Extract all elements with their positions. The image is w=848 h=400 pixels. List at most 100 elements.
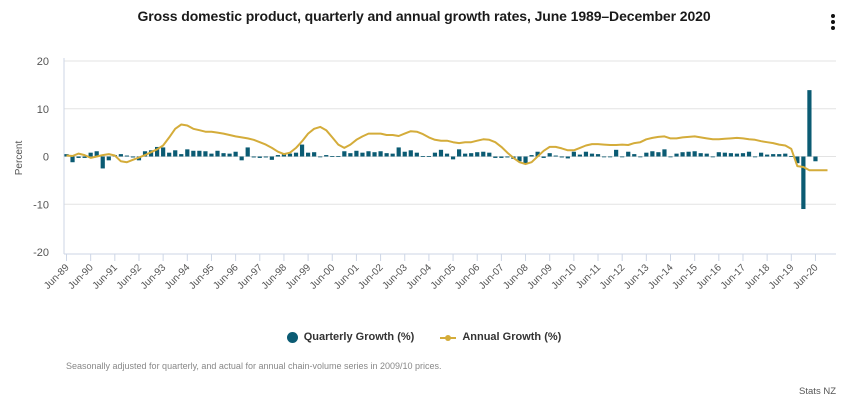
quarterly-bar[interactable] <box>523 156 528 164</box>
chart-menu-button[interactable] <box>828 12 838 32</box>
quarterly-bar[interactable] <box>469 153 474 157</box>
quarterly-bar[interactable] <box>414 152 419 157</box>
quarterly-bar[interactable] <box>130 156 136 158</box>
quarterly-bar[interactable] <box>312 152 317 157</box>
quarterly-bar[interactable] <box>559 156 564 158</box>
quarterly-bar[interactable] <box>795 156 800 164</box>
quarterly-bar[interactable] <box>306 152 311 157</box>
quarterly-bar[interactable] <box>281 154 287 157</box>
quarterly-bar[interactable] <box>553 155 558 157</box>
quarterly-bar[interactable] <box>233 151 238 157</box>
quarterly-bar[interactable] <box>426 156 431 157</box>
quarterly-bar[interactable] <box>535 151 540 157</box>
quarterly-bar[interactable] <box>396 147 401 157</box>
quarterly-bar[interactable] <box>275 155 280 157</box>
quarterly-bar[interactable] <box>716 152 721 157</box>
quarterly-bar[interactable] <box>638 156 643 158</box>
quarterly-bar[interactable] <box>547 153 552 157</box>
quarterly-bar[interactable] <box>807 90 812 157</box>
quarterly-bar[interactable] <box>372 152 377 157</box>
quarterly-bar[interactable] <box>686 151 691 157</box>
quarterly-bar[interactable] <box>722 152 727 157</box>
quarterly-bar[interactable] <box>759 152 764 157</box>
legend-item-quarterly[interactable]: Quarterly Growth (%) <box>286 331 414 343</box>
quarterly-bar[interactable] <box>203 151 208 157</box>
quarterly-bar[interactable] <box>161 147 166 157</box>
quarterly-bar[interactable] <box>517 156 522 162</box>
quarterly-bar[interactable] <box>541 156 546 158</box>
quarterly-bar[interactable] <box>191 150 196 157</box>
quarterly-bar[interactable] <box>360 152 365 157</box>
quarterly-bar[interactable] <box>463 153 468 157</box>
quarterly-bar[interactable] <box>692 151 697 157</box>
quarterly-bar[interactable] <box>789 156 794 157</box>
quarterly-bar[interactable] <box>493 156 498 158</box>
quarterly-bar[interactable] <box>390 153 395 157</box>
quarterly-bar[interactable] <box>378 151 383 157</box>
quarterly-bar[interactable] <box>185 149 190 157</box>
quarterly-bar[interactable] <box>565 156 570 159</box>
quarterly-bar[interactable] <box>674 153 679 157</box>
quarterly-bar[interactable] <box>487 152 492 157</box>
quarterly-bar[interactable] <box>70 156 75 163</box>
quarterly-bar[interactable] <box>257 156 262 158</box>
quarterly-bar[interactable] <box>197 150 202 157</box>
quarterly-bar[interactable] <box>746 151 752 157</box>
quarterly-bar[interactable] <box>324 155 329 157</box>
quarterly-bar[interactable] <box>179 154 184 157</box>
quarterly-bar[interactable] <box>118 154 123 157</box>
quarterly-bar[interactable] <box>813 156 818 162</box>
quarterly-bar[interactable] <box>124 155 129 157</box>
quarterly-bar[interactable] <box>142 151 148 157</box>
quarterly-bar[interactable] <box>173 150 178 157</box>
quarterly-bar[interactable] <box>88 152 93 157</box>
quarterly-bar[interactable] <box>783 153 788 157</box>
quarterly-bar[interactable] <box>64 154 69 157</box>
quarterly-bar[interactable] <box>529 155 534 157</box>
quarterly-bar[interactable] <box>589 153 595 157</box>
quarterly-bar[interactable] <box>402 151 407 157</box>
quarterly-bar[interactable] <box>366 151 371 157</box>
quarterly-bar[interactable] <box>644 152 649 157</box>
quarterly-bar[interactable] <box>408 150 413 157</box>
quarterly-bar[interactable] <box>94 151 99 157</box>
quarterly-bar[interactable] <box>765 154 770 157</box>
quarterly-bar[interactable] <box>148 150 154 157</box>
quarterly-bar[interactable] <box>299 144 305 157</box>
quarterly-bar[interactable] <box>82 156 87 158</box>
quarterly-bar[interactable] <box>650 151 655 157</box>
quarterly-bar[interactable] <box>457 149 462 157</box>
quarterly-bar[interactable] <box>698 153 703 157</box>
quarterly-bar[interactable] <box>734 153 740 157</box>
quarterly-bar[interactable] <box>384 153 389 157</box>
quarterly-bar[interactable] <box>505 156 510 158</box>
quarterly-bar[interactable] <box>269 156 274 160</box>
quarterly-bar[interactable] <box>801 156 806 210</box>
quarterly-bar[interactable] <box>571 151 576 157</box>
quarterly-bar[interactable] <box>221 153 226 157</box>
quarterly-bar[interactable] <box>450 156 456 160</box>
legend-item-annual[interactable]: Annual Growth (%) <box>440 331 561 343</box>
quarterly-bar[interactable] <box>608 156 613 158</box>
quarterly-bar[interactable] <box>239 156 244 161</box>
quarterly-bar[interactable] <box>100 156 105 169</box>
quarterly-bar[interactable] <box>499 156 504 158</box>
quarterly-bar[interactable] <box>632 154 637 157</box>
quarterly-bar[interactable] <box>76 156 81 158</box>
quarterly-bar[interactable] <box>771 154 776 157</box>
quarterly-bar[interactable] <box>614 149 619 157</box>
quarterly-bar[interactable] <box>777 154 782 157</box>
quarterly-bar[interactable] <box>481 151 486 157</box>
quarterly-bar[interactable] <box>293 152 299 157</box>
quarterly-bar[interactable] <box>106 156 111 161</box>
quarterly-bar[interactable] <box>668 156 673 158</box>
quarterly-bar[interactable] <box>263 156 268 158</box>
quarterly-bar[interactable] <box>342 151 347 157</box>
quarterly-bar[interactable] <box>330 156 335 157</box>
quarterly-bar[interactable] <box>348 153 353 157</box>
quarterly-bar[interactable] <box>595 154 601 157</box>
quarterly-bar[interactable] <box>740 153 746 157</box>
quarterly-bar[interactable] <box>354 150 359 157</box>
quarterly-bar[interactable] <box>287 153 293 157</box>
quarterly-bar[interactable] <box>620 156 625 158</box>
